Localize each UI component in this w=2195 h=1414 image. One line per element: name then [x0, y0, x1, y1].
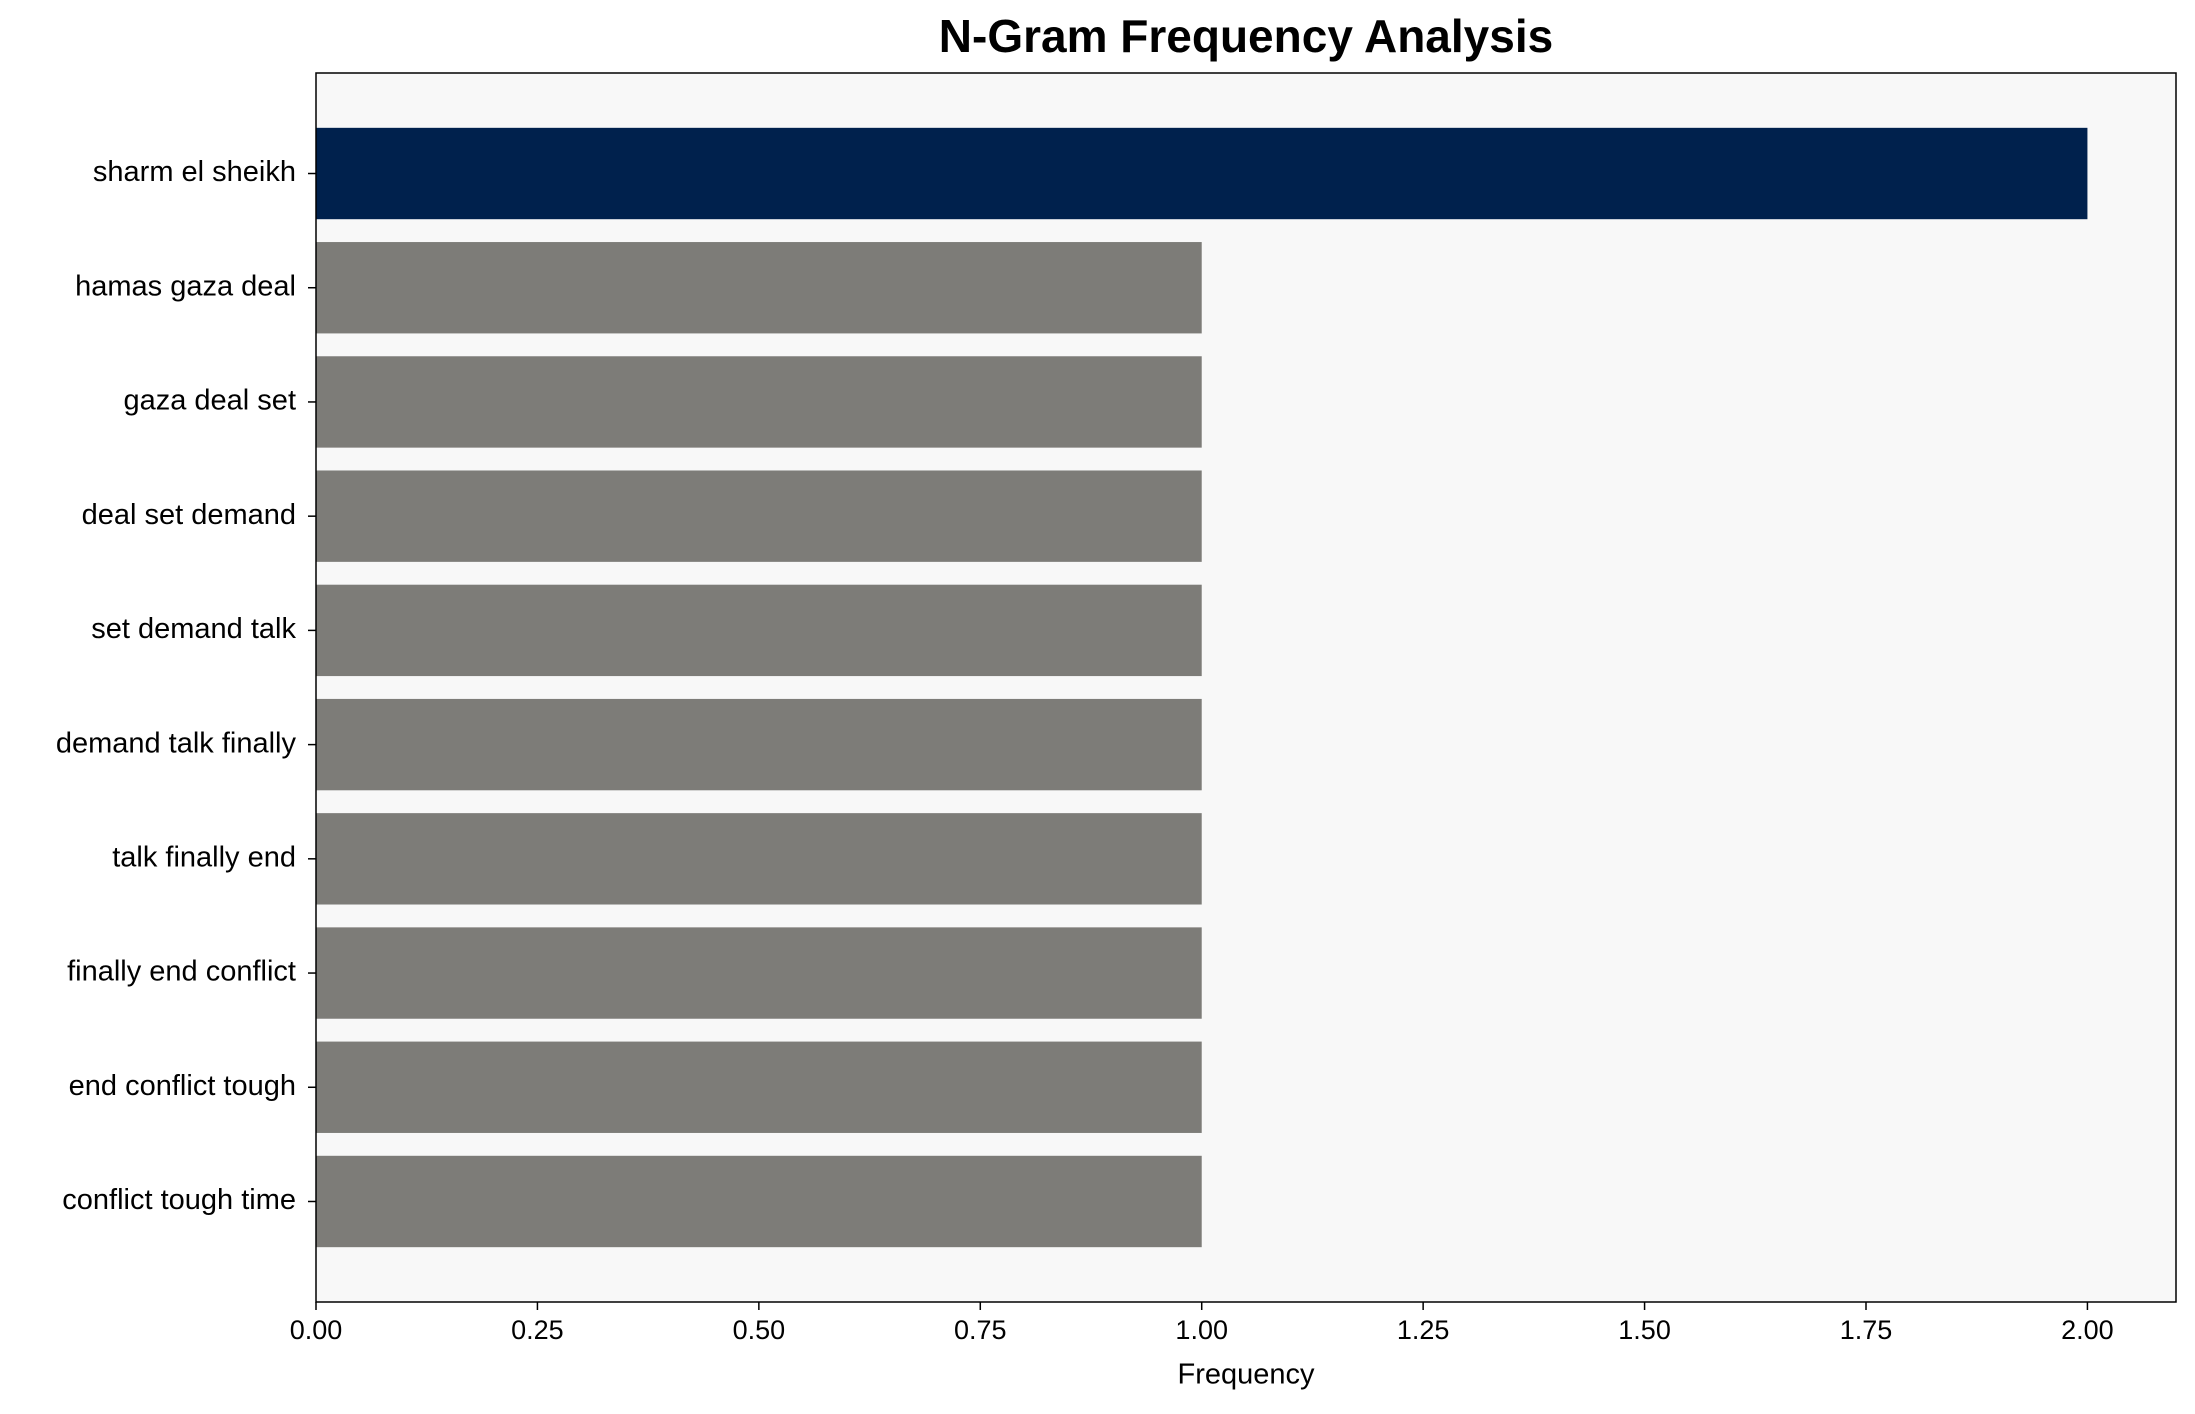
bar	[316, 1041, 1202, 1133]
x-tick-label: 0.50	[733, 1315, 786, 1345]
bar	[316, 927, 1202, 1019]
y-tick-label: finally end conflict	[67, 956, 296, 988]
y-tick-label: set demand talk	[91, 613, 296, 645]
bar	[316, 813, 1202, 905]
bar	[316, 698, 1202, 791]
bar	[316, 127, 2088, 220]
x-tick-label: 0.75	[954, 1315, 1007, 1345]
x-tick-label: 1.75	[1840, 1315, 1893, 1345]
bar	[316, 1155, 1202, 1248]
x-tick-label: 1.25	[1397, 1315, 1450, 1345]
x-tick-label: 2.00	[2061, 1315, 2114, 1345]
x-axis-label: Frequency	[1177, 1359, 1315, 1391]
y-tick-label: hamas gaza deal	[75, 270, 296, 302]
y-tick-label: deal set demand	[82, 499, 296, 531]
x-tick-label: 0.25	[511, 1315, 564, 1345]
plot-frame	[315, 72, 2177, 1303]
y-tick-label: end conflict tough	[69, 1070, 296, 1102]
y-tick-label: gaza deal set	[123, 385, 296, 417]
y-tick-label: conflict tough time	[62, 1184, 296, 1216]
bar	[316, 584, 1202, 677]
y-tick-label: talk finally end	[112, 841, 296, 873]
x-tick-label: 1.00	[1175, 1315, 1228, 1345]
chart-title: N-Gram Frequency Analysis	[939, 10, 1553, 62]
y-tick-label: sharm el sheikh	[93, 156, 296, 188]
x-tick-label: 1.50	[1618, 1315, 1671, 1345]
bar	[316, 242, 1202, 334]
x-tick-label: 0.00	[290, 1315, 343, 1345]
y-tick-label: demand talk finally	[56, 727, 297, 759]
bar	[316, 470, 1202, 562]
bar	[316, 356, 1202, 448]
